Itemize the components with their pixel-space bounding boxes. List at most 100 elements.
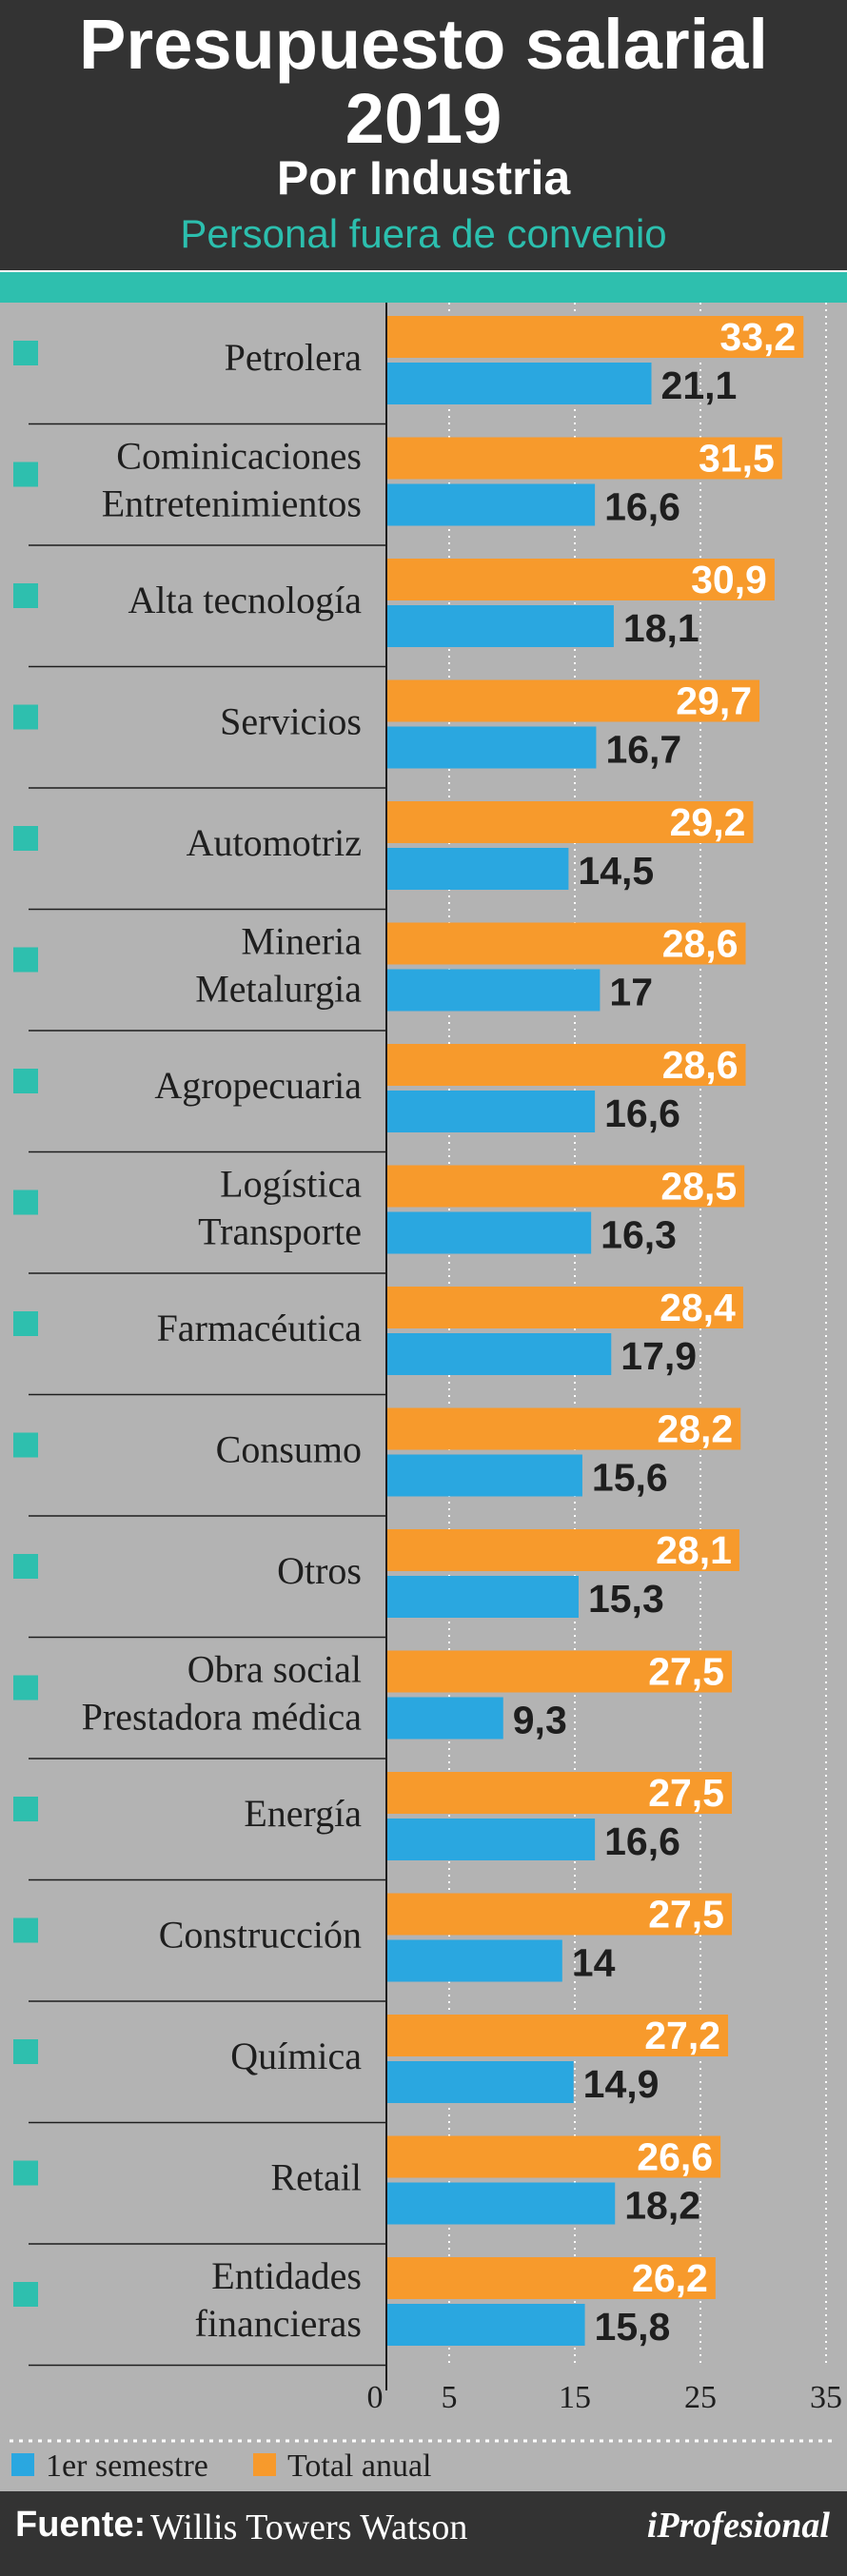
bar-total-anual xyxy=(386,801,754,843)
legend-label: 1er semestre xyxy=(46,2448,208,2484)
bar-total-anual xyxy=(386,1165,745,1208)
bar-total-anual xyxy=(386,1407,741,1450)
bar-1er-semestre xyxy=(386,969,601,1012)
category-marker xyxy=(13,2039,38,2064)
category-label: Automotriz xyxy=(187,821,362,864)
category-label: Logística xyxy=(220,1162,362,1205)
chart-title: Presupuesto salarial 2019 xyxy=(79,5,768,158)
category-marker xyxy=(13,2160,38,2186)
footer: Fuente: Willis Towers Watson iProfesiona… xyxy=(0,2491,847,2576)
value-label-1er-semestre: 14 xyxy=(572,1941,616,1985)
publisher-logo: iProfesional xyxy=(646,2506,830,2546)
bar-total-anual xyxy=(386,1650,732,1693)
bar-total-anual xyxy=(386,1772,732,1814)
value-label-1er-semestre: 16,3 xyxy=(601,1213,677,1257)
value-label-1er-semestre: 16,6 xyxy=(604,485,680,529)
value-label-total-anual: 26,6 xyxy=(637,2135,713,2179)
bar-1er-semestre xyxy=(386,1454,582,1497)
legend-swatch xyxy=(253,2453,276,2476)
category-label: Transporte xyxy=(198,1209,362,1252)
category-labels: Petrolera Cominicaciones Entretenimientos A… xyxy=(13,336,362,2345)
x-tick-label: 0 xyxy=(367,2380,384,2415)
chart-subtitle: Por Industria xyxy=(276,151,571,205)
bar-1er-semestre xyxy=(386,1819,596,1860)
value-label-total-anual: 30,9 xyxy=(691,558,767,601)
category-marker xyxy=(13,826,38,851)
bar-1er-semestre xyxy=(386,1091,596,1132)
value-label-total-anual: 31,5 xyxy=(699,437,775,481)
bar-total-anual xyxy=(386,1529,739,1571)
value-label-1er-semestre: 15,6 xyxy=(592,1456,668,1500)
category-marker xyxy=(13,1190,38,1215)
category-label: Agropecuaria xyxy=(154,1064,362,1107)
value-label-total-anual: 28,6 xyxy=(662,1043,739,1087)
value-label-1er-semestre: 15,8 xyxy=(595,2305,671,2349)
value-label-1er-semestre: 14,9 xyxy=(583,2062,660,2106)
bar-1er-semestre xyxy=(386,848,569,890)
category-marker xyxy=(13,2282,38,2307)
bar-total-anual xyxy=(386,679,760,722)
bar-1er-semestre xyxy=(386,2304,585,2346)
value-label-total-anual: 26,2 xyxy=(632,2256,708,2300)
value-label-total-anual: 28,2 xyxy=(657,1407,733,1451)
category-label: Farmacéutica xyxy=(157,1307,363,1349)
category-marker xyxy=(13,1432,38,1458)
value-label-total-anual: 27,5 xyxy=(648,1771,724,1815)
value-label-1er-semestre: 16,6 xyxy=(604,1091,680,1135)
bar-1er-semestre xyxy=(386,1333,612,1375)
bars xyxy=(386,316,804,2346)
category-marker xyxy=(13,1797,38,1821)
bar-1er-semestre xyxy=(386,726,597,769)
x-tick-label: 35 xyxy=(810,2380,842,2415)
value-label-1er-semestre: 9,3 xyxy=(513,1699,567,1742)
bar-total-anual xyxy=(386,2257,716,2299)
value-label-total-anual: 28,4 xyxy=(660,1286,736,1329)
bar-total-anual xyxy=(386,437,782,480)
category-label: Petrolera xyxy=(225,336,363,379)
value-label-total-anual: 29,7 xyxy=(676,679,752,723)
category-label: Química xyxy=(230,2035,362,2077)
category-label: Retail xyxy=(270,2155,362,2198)
value-label-total-anual: 33,2 xyxy=(719,315,796,359)
bar-total-anual xyxy=(386,2135,721,2178)
value-label-total-anual: 27,2 xyxy=(644,2014,720,2057)
category-label: Prestadora médica xyxy=(82,1695,363,1738)
bar-total-anual xyxy=(386,1044,746,1086)
category-label: Cominicaciones xyxy=(116,434,362,477)
bar-1er-semestre xyxy=(386,363,652,404)
category-marker xyxy=(13,704,38,730)
legend-swatch xyxy=(11,2453,34,2476)
source-name: Willis Towers Watson xyxy=(150,2507,468,2547)
value-label-1er-semestre: 14,5 xyxy=(578,849,654,893)
value-label-1er-semestre: 18,2 xyxy=(624,2184,700,2228)
x-tick-label: 5 xyxy=(442,2380,458,2415)
category-label: Entidades xyxy=(211,2254,362,2297)
bar-1er-semestre xyxy=(386,2061,574,2103)
category-label: Obra social xyxy=(187,1647,362,1690)
category-marker xyxy=(13,1554,38,1579)
bar-total-anual xyxy=(386,559,775,600)
category-label: Energía xyxy=(244,1792,362,1835)
value-label-total-anual: 27,5 xyxy=(648,1650,724,1694)
bar-1er-semestre xyxy=(386,605,614,647)
value-label-total-anual: 28,1 xyxy=(656,1528,732,1572)
bar-1er-semestre xyxy=(386,483,596,526)
category-label: Otros xyxy=(277,1549,362,1592)
value-label-total-anual: 29,2 xyxy=(670,800,746,844)
value-label-total-anual: 28,6 xyxy=(662,922,739,966)
x-tick-labels: 0 5 15 25 35 xyxy=(367,2380,843,2415)
bar-1er-semestre xyxy=(386,1939,562,1982)
value-labels: 33,2 21,1 31,5 16,6 30,9 18,1 29,7 16,7 29,2 14,5… xyxy=(513,315,796,2349)
row-separators xyxy=(29,423,386,2367)
legend-label: Total anual xyxy=(287,2448,432,2484)
category-marker xyxy=(13,1311,38,1336)
category-label: Alta tecnología xyxy=(128,579,363,621)
category-label: Servicios xyxy=(220,699,362,742)
bar-1er-semestre xyxy=(386,1576,579,1618)
legend: 1er semestre Total anual xyxy=(11,2448,432,2484)
bar-total-anual xyxy=(386,1893,732,1936)
value-label-1er-semestre: 15,3 xyxy=(588,1577,664,1621)
category-marker xyxy=(13,947,38,973)
value-label-total-anual: 28,5 xyxy=(660,1165,737,1209)
